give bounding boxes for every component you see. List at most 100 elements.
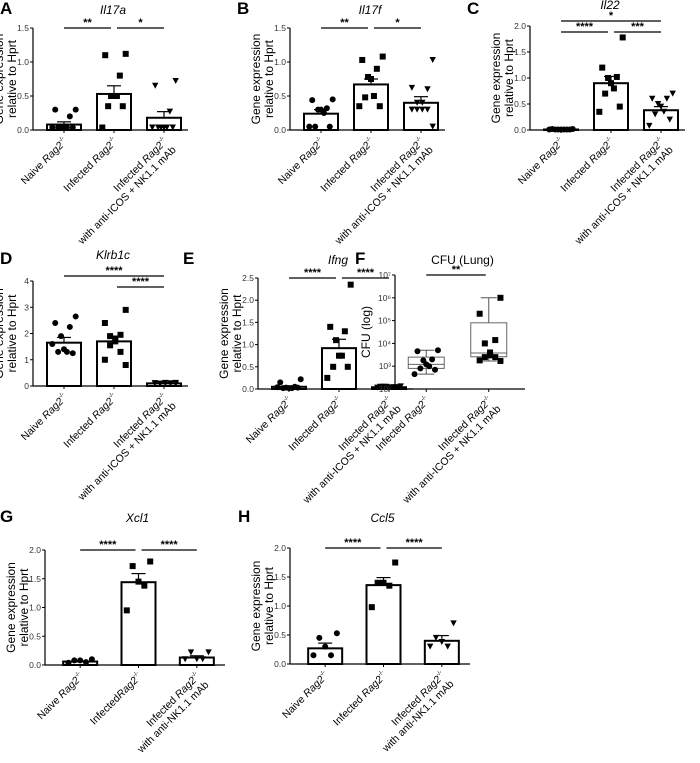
data-point bbox=[379, 53, 386, 60]
data-point bbox=[497, 357, 504, 364]
x-tick-label: Infected Rag2-/-with anti-ICOS + NK1.1 m… bbox=[324, 136, 436, 248]
data-point bbox=[359, 56, 366, 63]
data-point bbox=[309, 97, 316, 104]
data-point bbox=[347, 281, 354, 288]
y-tick-label: 2.0 bbox=[29, 545, 41, 555]
y-tick-label: 0.0 bbox=[274, 659, 286, 669]
data-point bbox=[392, 559, 399, 566]
data-point bbox=[608, 80, 614, 87]
data-point bbox=[374, 579, 381, 586]
label-superscript: -/- bbox=[420, 395, 428, 403]
x-tick-label: Naive Rag2-/- bbox=[280, 670, 331, 721]
panel-title: Il17a bbox=[100, 3, 126, 17]
y-tick-label: 1.0 bbox=[514, 73, 526, 83]
label-superscript: -/- bbox=[415, 136, 423, 144]
data-point bbox=[107, 342, 114, 349]
data-point bbox=[169, 124, 176, 131]
label-superscript: -/- bbox=[58, 392, 66, 400]
label-gene: Rag2 bbox=[359, 674, 385, 700]
y-tick-label: 1.5 bbox=[17, 23, 29, 33]
label-gene: Rag2 bbox=[402, 399, 428, 425]
data-point bbox=[52, 320, 59, 326]
y-tick-label: 0.5 bbox=[274, 630, 286, 640]
data-point bbox=[147, 558, 154, 565]
data-point bbox=[122, 306, 129, 313]
label-superscript: -/- bbox=[108, 136, 116, 144]
data-point bbox=[152, 82, 159, 89]
label-gene: Rag2 bbox=[265, 399, 291, 425]
data-point bbox=[306, 123, 313, 130]
label-superscript: -/- bbox=[319, 670, 327, 678]
data-point bbox=[487, 352, 494, 359]
label-line2: with anti-NK1.1 mAb bbox=[135, 679, 212, 756]
data-point bbox=[322, 643, 329, 650]
label-superscript: -/- bbox=[605, 136, 613, 144]
label-gene: Rag2 bbox=[301, 674, 327, 700]
label-superscript: -/- bbox=[555, 136, 563, 144]
significance-label: * bbox=[609, 10, 614, 22]
data-point bbox=[117, 348, 124, 355]
data-point bbox=[327, 323, 334, 330]
y-tick-label: 1.5 bbox=[514, 47, 526, 57]
data-point bbox=[112, 338, 119, 345]
label-superscript: -/- bbox=[158, 136, 166, 144]
data-point bbox=[193, 656, 201, 663]
data-point bbox=[156, 380, 164, 387]
label-gene: Rag2 bbox=[315, 399, 341, 425]
y-tick-label: 10³ bbox=[379, 361, 391, 371]
data-point bbox=[333, 630, 340, 637]
data-point bbox=[566, 126, 573, 133]
significance-label: **** bbox=[576, 21, 594, 33]
data-point bbox=[546, 126, 553, 133]
label-superscript: -/- bbox=[315, 136, 323, 144]
y-tick-label: 3 bbox=[24, 302, 29, 312]
label-superscript: -/- bbox=[108, 392, 116, 400]
significance-label: **** bbox=[344, 537, 362, 549]
data-point bbox=[63, 348, 70, 355]
significance-label: **** bbox=[304, 267, 322, 279]
significance-label: **** bbox=[406, 537, 424, 549]
data-point bbox=[102, 52, 109, 59]
y-tick-label: 10⁷ bbox=[378, 270, 391, 280]
y-tick-label: 10⁵ bbox=[378, 316, 391, 326]
label-prefix: Infected bbox=[286, 416, 323, 453]
data-point bbox=[481, 354, 488, 361]
y-tick-label: 0.0 bbox=[17, 125, 29, 135]
data-point bbox=[663, 95, 671, 102]
x-tick-label: Naive Rag2-/- bbox=[516, 136, 567, 187]
y-tick-label: 2.0 bbox=[514, 21, 526, 31]
x-tick-label: InfectedRag2-/- bbox=[88, 671, 145, 728]
data-point bbox=[429, 356, 436, 363]
panel-title: Ccl5 bbox=[370, 511, 394, 525]
data-point bbox=[277, 379, 284, 386]
data-point bbox=[101, 320, 108, 326]
label-line2: with anti-NK1.1 mAb bbox=[380, 678, 457, 755]
data-point bbox=[172, 78, 179, 85]
data-point bbox=[71, 657, 78, 664]
data-point bbox=[333, 337, 340, 344]
data-point bbox=[119, 103, 126, 110]
x-tick-label: Naive Rag2-/- bbox=[276, 136, 327, 187]
panel-e: E Ifng Gene expression relative to Hprt 0.0 0… bbox=[183, 249, 413, 507]
data-point bbox=[481, 340, 488, 347]
bar bbox=[120, 581, 157, 667]
y-tick-label: 10⁶ bbox=[378, 293, 391, 303]
panel-letter: B bbox=[237, 0, 249, 18]
label-gene: Rag2 bbox=[90, 396, 116, 422]
data-point bbox=[424, 86, 431, 93]
data-point bbox=[167, 380, 174, 387]
data-point bbox=[163, 124, 171, 131]
panel-h: H Ccl5 Gene expression relative to Hprt 0.0 0… bbox=[238, 507, 470, 755]
data-point bbox=[328, 652, 335, 659]
data-point bbox=[122, 362, 129, 368]
x-tick-label: Infected Rag2-/- bbox=[331, 670, 390, 729]
data-point bbox=[660, 108, 668, 115]
data-point bbox=[341, 328, 348, 335]
y-tick-label: 0.0 bbox=[29, 660, 41, 670]
data-point bbox=[69, 350, 76, 357]
label-superscript: -/- bbox=[158, 392, 166, 400]
data-point bbox=[316, 634, 323, 641]
significance-label: **** bbox=[105, 265, 123, 277]
